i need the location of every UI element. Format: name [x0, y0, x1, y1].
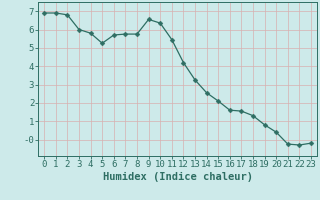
- X-axis label: Humidex (Indice chaleur): Humidex (Indice chaleur): [103, 172, 252, 182]
